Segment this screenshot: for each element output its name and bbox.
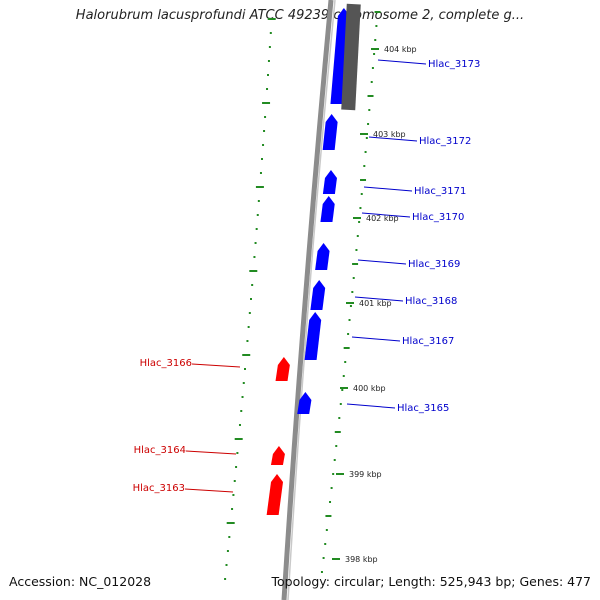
outer-tick-ring bbox=[320, 11, 381, 573]
gene-label-hlac_3163[interactable]: Hlac_3163 bbox=[133, 483, 185, 494]
gene-shape-hlac_3166[interactable] bbox=[275, 357, 290, 381]
gene-leader-line bbox=[346, 403, 396, 409]
gene-label-hlac_3171[interactable]: Hlac_3171 bbox=[414, 186, 466, 197]
ruler-label: 401 kbp bbox=[359, 299, 392, 308]
gene-label-hlac_3170[interactable]: Hlac_3170 bbox=[412, 212, 464, 223]
gene-shape-hlac_3172[interactable] bbox=[322, 114, 338, 150]
ruler-label: 402 kbp bbox=[366, 214, 399, 223]
gene-leader-line bbox=[361, 212, 411, 218]
gene-label-hlac_3168[interactable]: Hlac_3168 bbox=[405, 296, 457, 307]
gene-shape-hlac_3171[interactable] bbox=[322, 170, 337, 194]
inner-tick-ring bbox=[224, 18, 276, 580]
outer-ring-feature bbox=[341, 3, 361, 111]
ruler-label: 403 kbp bbox=[373, 130, 406, 139]
position-ruler: 404 kbp 403 kbp 402 kbp 401 kbp 400 kbp 399 k… bbox=[332, 45, 417, 564]
ruler-label: 404 kbp bbox=[384, 45, 417, 54]
gene-label-hlac_3165[interactable]: Hlac_3165 bbox=[397, 403, 449, 414]
topology-label: Topology: circular; Length: 525,943 bp; … bbox=[271, 574, 592, 589]
gene-shape-hlac_3168[interactable] bbox=[310, 280, 326, 310]
gene-features bbox=[266, 3, 361, 515]
gene-leader-line bbox=[351, 336, 401, 342]
accession-label: Accession: NC_012028 bbox=[9, 574, 152, 589]
gene-labels: Hlac_3173 Hlac_3172 Hlac_3171 Hlac_3170 Hlac… bbox=[133, 59, 481, 494]
ruler-label: 399 kbp bbox=[349, 470, 382, 479]
gene-shape-hlac_3167[interactable] bbox=[304, 312, 322, 360]
gene-shape-hlac_3164[interactable] bbox=[270, 446, 285, 465]
gene-label-hlac_3169[interactable]: Hlac_3169 bbox=[408, 259, 460, 270]
gene-leader-line bbox=[357, 259, 407, 265]
gene-leader-line bbox=[184, 488, 234, 493]
gene-leader-line bbox=[368, 136, 418, 142]
gene-leader-line bbox=[363, 186, 413, 192]
gene-leader-line bbox=[185, 450, 237, 455]
gene-shape-hlac_3173[interactable] bbox=[330, 8, 350, 104]
gene-leader-line bbox=[191, 363, 241, 368]
gene-label-hlac_3166[interactable]: Hlac_3166 bbox=[140, 358, 192, 369]
gene-shape-hlac_3170[interactable] bbox=[320, 196, 335, 222]
gene-leader-line bbox=[377, 59, 427, 65]
gene-shape-hlac_3165[interactable] bbox=[297, 392, 312, 414]
backbone-highlight bbox=[287, 0, 336, 600]
gene-label-hlac_3164[interactable]: Hlac_3164 bbox=[134, 445, 186, 456]
gene-label-hlac_3173[interactable]: Hlac_3173 bbox=[428, 59, 480, 70]
gene-shape-hlac_3163[interactable] bbox=[266, 474, 284, 515]
backbone-outer-strand bbox=[281, 0, 334, 600]
map-title: Halorubrum lacusprofundi ATCC 49239 chro… bbox=[75, 8, 525, 23]
ruler-label: 400 kbp bbox=[353, 384, 386, 393]
gene-label-hlac_3167[interactable]: Hlac_3167 bbox=[402, 336, 454, 347]
chromosome-backbone bbox=[281, 0, 336, 600]
ruler-label: 398 kbp bbox=[345, 555, 378, 564]
gene-shape-hlac_3169[interactable] bbox=[315, 243, 330, 270]
gene-leader-line bbox=[354, 296, 404, 302]
gene-label-hlac_3172[interactable]: Hlac_3172 bbox=[419, 136, 471, 147]
